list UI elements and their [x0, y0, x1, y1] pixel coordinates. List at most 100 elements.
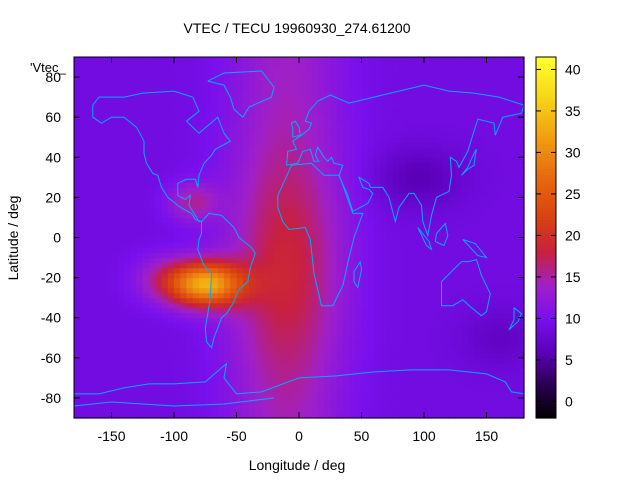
heatmap-cell	[130, 377, 138, 384]
heatmap-cell	[411, 152, 419, 158]
heatmap-cell	[124, 72, 131, 78]
heatmap-cell	[92, 232, 100, 239]
heatmap-cell	[355, 342, 363, 349]
heatmap-cell	[411, 267, 419, 274]
heatmap-cell	[330, 382, 338, 389]
heatmap-cell	[161, 347, 169, 354]
heatmap-cell	[136, 412, 144, 419]
heatmap-cell	[86, 67, 94, 73]
heatmap-cell	[342, 112, 350, 118]
heatmap-cell	[367, 332, 375, 339]
heatmap-cell	[499, 62, 506, 68]
heatmap-cell	[367, 367, 375, 374]
heatmap-cell	[461, 232, 469, 239]
heatmap-cell	[311, 202, 319, 209]
heatmap-cell	[99, 242, 106, 249]
heatmap-cell	[261, 92, 269, 98]
heatmap-cell	[142, 127, 150, 133]
heatmap-cell	[486, 157, 494, 163]
heatmap-cell	[261, 162, 269, 168]
heatmap-cell	[249, 367, 256, 374]
heatmap-cell	[411, 372, 419, 379]
heatmap-cell	[92, 142, 100, 148]
heatmap-cell	[361, 392, 369, 399]
heatmap-cell	[442, 87, 450, 93]
heatmap-cell	[236, 287, 244, 294]
heatmap-cell	[380, 387, 388, 394]
heatmap-cell	[505, 307, 513, 314]
heatmap-cell	[174, 237, 181, 244]
heatmap-cell	[224, 202, 231, 209]
heatmap-cell	[336, 197, 344, 203]
heatmap-cell	[192, 162, 200, 168]
heatmap-cell	[186, 407, 194, 414]
heatmap-cell	[205, 162, 213, 168]
heatmap-cell	[486, 122, 494, 128]
heatmap-cell	[74, 392, 81, 399]
heatmap-cell	[274, 392, 281, 399]
heatmap-cell	[374, 272, 381, 279]
heatmap-cell	[236, 167, 244, 173]
heatmap-cell	[342, 362, 350, 369]
heatmap-cell	[99, 117, 106, 123]
heatmap-cell	[286, 372, 294, 379]
heatmap-cell	[286, 307, 294, 314]
heatmap-cell	[474, 87, 481, 93]
heatmap-cell	[492, 202, 500, 209]
heatmap-cell	[305, 82, 313, 88]
heatmap-cell	[317, 137, 325, 143]
heatmap-cell	[242, 242, 250, 249]
heatmap-cell	[224, 322, 231, 329]
heatmap-cell	[449, 297, 456, 304]
heatmap-cell	[86, 287, 94, 294]
heatmap-cell	[92, 182, 100, 188]
heatmap-cell	[236, 72, 244, 78]
heatmap-cell	[130, 342, 138, 349]
heatmap-cell	[505, 297, 513, 304]
heatmap-cell	[374, 357, 381, 364]
heatmap-cell	[249, 352, 256, 359]
heatmap-cell	[105, 212, 113, 219]
heatmap-cell	[74, 147, 81, 153]
heatmap-cell	[86, 407, 94, 414]
heatmap-cell	[80, 197, 88, 203]
heatmap-cell	[299, 92, 306, 98]
heatmap-cell	[311, 122, 319, 128]
heatmap-cell	[336, 92, 344, 98]
heatmap-cell	[499, 342, 506, 349]
heatmap-cell	[405, 207, 413, 214]
heatmap-cell	[492, 247, 500, 254]
heatmap-cell	[417, 327, 425, 334]
heatmap-cell	[130, 242, 138, 249]
heatmap-cell	[186, 312, 194, 319]
heatmap-cell	[424, 92, 431, 98]
heatmap-cell	[417, 102, 425, 108]
heatmap-cell	[430, 87, 438, 93]
heatmap-cell	[486, 312, 494, 319]
heatmap-cell	[374, 352, 381, 359]
heatmap-cell	[167, 377, 175, 384]
heatmap-cell	[286, 327, 294, 334]
heatmap-cell	[186, 147, 194, 153]
heatmap-cell	[155, 347, 163, 354]
heatmap-cell	[292, 407, 300, 414]
heatmap-cell	[380, 337, 388, 344]
heatmap-cell	[367, 397, 375, 404]
heatmap-cell	[161, 407, 169, 414]
heatmap-cell	[386, 402, 394, 409]
heatmap-cell	[199, 407, 206, 414]
heatmap-cell	[292, 372, 300, 379]
heatmap-cell	[80, 152, 88, 158]
heatmap-cell	[374, 392, 381, 399]
heatmap-cell	[261, 207, 269, 214]
heatmap-cell	[411, 272, 419, 279]
heatmap-cell	[117, 62, 125, 68]
heatmap-cell	[155, 202, 163, 209]
heatmap-cell	[174, 247, 181, 254]
heatmap-cell	[417, 307, 425, 314]
heatmap-cell	[111, 382, 119, 389]
heatmap-cell	[349, 72, 356, 78]
heatmap-cell	[417, 92, 425, 98]
heatmap-cell	[461, 297, 469, 304]
heatmap-cell	[299, 162, 306, 168]
